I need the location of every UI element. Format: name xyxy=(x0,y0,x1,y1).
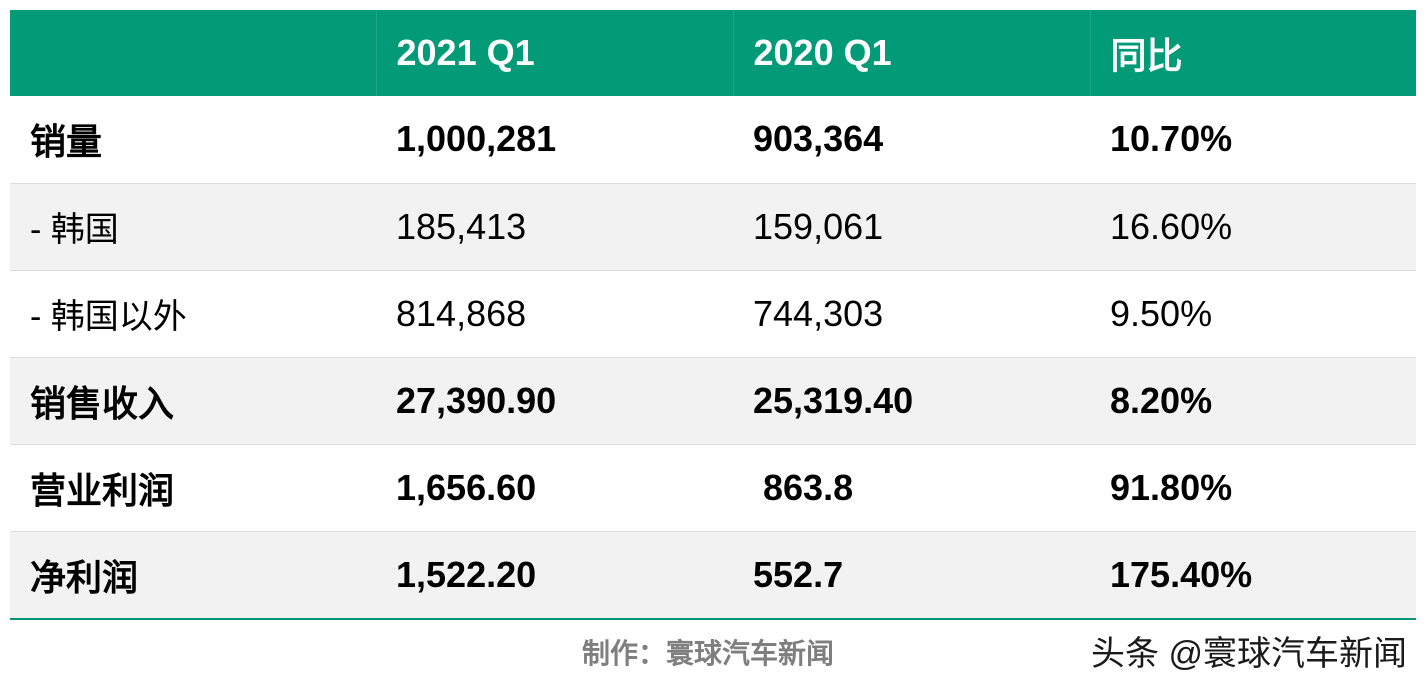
cell-2020-q1: 552.7 xyxy=(753,553,844,595)
watermark-text: 头条 @寰球汽车新闻 xyxy=(1091,635,1407,673)
table-bottom-divider xyxy=(10,618,1416,620)
cell-yoy: 10.70% xyxy=(1110,118,1233,160)
cell-2020-q1: 903,364 xyxy=(753,118,884,160)
header-cell-2020-q1: 2020 Q1 xyxy=(732,10,1090,96)
table-row: 营业利润 1,656.60 863.8 91.80% xyxy=(10,444,1416,531)
row-label: 销售收入 xyxy=(30,382,175,424)
row-label: 净利润 xyxy=(30,556,139,598)
table-row: 销量 1,000,281 903,364 10.70% xyxy=(10,96,1416,183)
row-label: - 韩国 xyxy=(30,211,119,249)
results-table: 2021 Q1 2020 Q1 同比 销量 1,000,281 903,364 … xyxy=(10,10,1416,619)
cell-2020-q1: 744,303 xyxy=(753,292,884,334)
credit-text: 制作：寰球汽车新闻 xyxy=(582,638,835,669)
cell-yoy: 16.60% xyxy=(1110,205,1233,247)
cell-2020-q1: 159,061 xyxy=(753,205,884,247)
cell-yoy: 8.20% xyxy=(1110,379,1213,421)
cell-2020-q1: 25,319.40 xyxy=(753,379,914,421)
cell-2021-q1: 1,656.60 xyxy=(396,466,537,508)
data-table-container: 2021 Q1 2020 Q1 同比 销量 1,000,281 903,364 … xyxy=(10,10,1416,619)
header-cell-metric xyxy=(10,10,376,96)
cell-2021-q1: 1,000,281 xyxy=(396,118,557,160)
row-label: 销量 xyxy=(30,121,103,163)
cell-2021-q1: 814,868 xyxy=(396,292,527,334)
table-row: 净利润 1,522.20 552.7 175.40% xyxy=(10,531,1416,618)
table-row: - 韩国 185,413 159,061 16.60% xyxy=(10,183,1416,270)
cell-yoy: 91.80% xyxy=(1110,466,1233,508)
cell-yoy: 9.50% xyxy=(1110,292,1213,334)
cell-2021-q1: 27,390.90 xyxy=(396,379,557,421)
table-row: - 韩国以外 814,868 744,303 9.50% xyxy=(10,270,1416,357)
cell-2020-q1: 863.8 xyxy=(753,466,854,508)
row-label: - 韩国以外 xyxy=(30,298,187,336)
cell-2021-q1: 185,413 xyxy=(396,205,527,247)
cell-2021-q1: 1,522.20 xyxy=(396,553,537,595)
row-label: 营业利润 xyxy=(30,469,175,511)
table-header-row: 2021 Q1 2020 Q1 同比 xyxy=(10,10,1416,96)
table-row: 销售收入 27,390.90 25,319.40 8.20% xyxy=(10,357,1416,444)
header-cell-2021-q1: 2021 Q1 xyxy=(375,10,733,96)
cell-yoy: 175.40% xyxy=(1110,553,1253,595)
header-cell-yoy: 同比 xyxy=(1089,10,1416,96)
